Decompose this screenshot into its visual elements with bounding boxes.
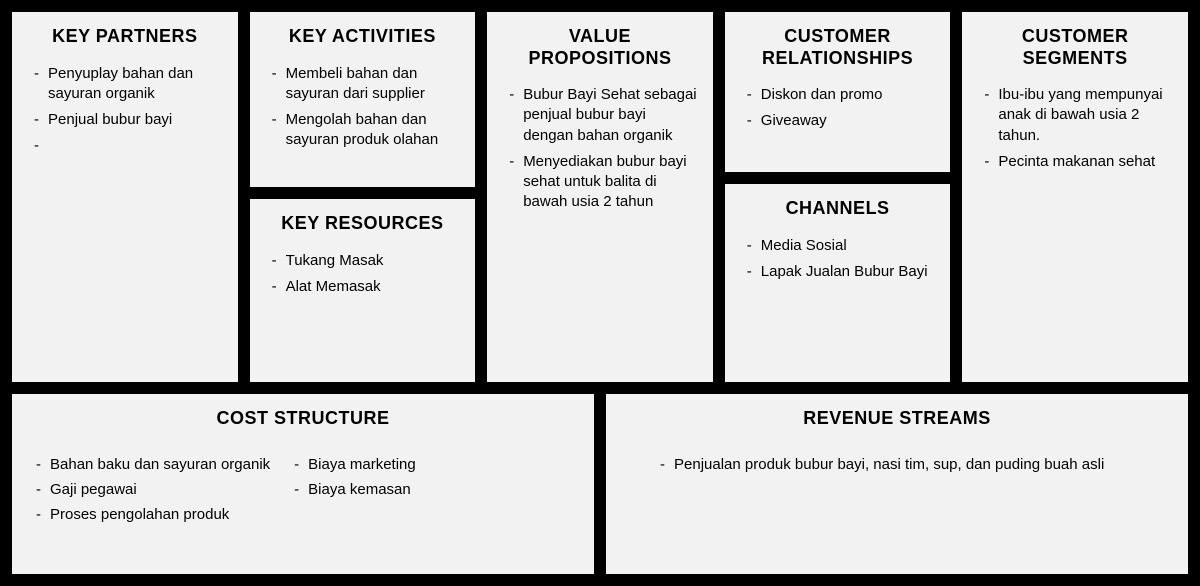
box-key-activities: KEY ACTIVITIES Membeli bahan dan sayuran… xyxy=(250,12,476,187)
col-customer-segments: CUSTOMER SEGMENTS Ibu-ibu yang mempunyai… xyxy=(962,12,1188,382)
list-item: Media Sosial xyxy=(747,236,935,256)
list-item: Bubur Bayi Sehat sebagai penjual bubur b… xyxy=(509,85,697,146)
list-item: Biaya kemasan xyxy=(294,479,416,500)
list-customer-segments: Ibu-ibu yang mempunyai anak di bawah usi… xyxy=(978,85,1172,172)
list-value-propositions: Bubur Bayi Sehat sebagai penjual bubur b… xyxy=(503,85,697,213)
list-item: Membeli bahan dan sayuran dari supplier xyxy=(272,64,460,105)
list-item: Giveaway xyxy=(747,111,935,131)
title-key-resources: KEY RESOURCES xyxy=(266,213,460,235)
title-channels: CHANNELS xyxy=(741,198,935,220)
list-key-activities: Membeli bahan dan sayuran dari supplier … xyxy=(266,64,460,151)
title-customer-relationships: CUSTOMER RELATIONSHIPS xyxy=(741,26,935,69)
col-activities-resources: KEY ACTIVITIES Membeli bahan dan sayuran… xyxy=(250,12,476,382)
list-item: Biaya marketing xyxy=(294,454,416,475)
bmc-canvas: KEY PARTNERS Penyuplay bahan dan sayuran… xyxy=(0,0,1200,586)
box-key-resources: KEY RESOURCES Tukang Masak Alat Memasak xyxy=(250,199,476,382)
box-channels: CHANNELS Media Sosial Lapak Jualan Bubur… xyxy=(725,184,951,382)
title-key-partners: KEY PARTNERS xyxy=(28,26,222,48)
list-item: Menyediakan bubur bayi sehat untuk balit… xyxy=(509,152,697,213)
list-item: Bahan baku dan sayuran organik xyxy=(36,454,270,475)
list-item: Penjual bubur bayi xyxy=(34,110,222,130)
title-value-propositions: VALUE PROPOSITIONS xyxy=(503,26,697,69)
list-revenue-streams: Penjualan produk bubur bayi, nasi tim, s… xyxy=(630,454,1164,479)
col-relationships-channels: CUSTOMER RELATIONSHIPS Diskon dan promo … xyxy=(725,12,951,382)
box-key-partners: KEY PARTNERS Penyuplay bahan dan sayuran… xyxy=(12,12,238,382)
list-item: Diskon dan promo xyxy=(747,85,935,105)
cost-col-1: Bahan baku dan sayuran organik Gaji pega… xyxy=(36,454,270,529)
title-cost-structure: COST STRUCTURE xyxy=(36,408,570,430)
cost-col-2: Biaya marketing Biaya kemasan xyxy=(294,454,416,529)
title-revenue-streams: REVENUE STREAMS xyxy=(630,408,1164,430)
list-item: Penjualan produk bubur bayi, nasi tim, s… xyxy=(660,454,1164,475)
list-customer-relationships: Diskon dan promo Giveaway xyxy=(741,85,935,132)
list-item: Penyuplay bahan dan sayuran organik xyxy=(34,64,222,105)
list-channels: Media Sosial Lapak Jualan Bubur Bayi xyxy=(741,236,935,283)
list-item: Pecinta makanan sehat xyxy=(984,152,1172,172)
cost-columns: Bahan baku dan sayuran organik Gaji pega… xyxy=(36,454,570,529)
box-value-propositions: VALUE PROPOSITIONS Bubur Bayi Sehat seba… xyxy=(487,12,713,382)
box-customer-segments: CUSTOMER SEGMENTS Ibu-ibu yang mempunyai… xyxy=(962,12,1188,382)
col-value-propositions: VALUE PROPOSITIONS Bubur Bayi Sehat seba… xyxy=(487,12,713,382)
list-key-resources: Tukang Masak Alat Memasak xyxy=(266,251,460,298)
title-customer-segments: CUSTOMER SEGMENTS xyxy=(978,26,1172,69)
list-key-partners: Penyuplay bahan dan sayuran organik Penj… xyxy=(28,64,222,131)
list-item: Tukang Masak xyxy=(272,251,460,271)
list-item: Gaji pegawai xyxy=(36,479,270,500)
bmc-top-row: KEY PARTNERS Penyuplay bahan dan sayuran… xyxy=(12,12,1188,382)
list-item: Proses pengolahan produk xyxy=(36,504,270,525)
box-revenue-streams: REVENUE STREAMS Penjualan produk bubur b… xyxy=(606,394,1188,574)
list-item: Ibu-ibu yang mempunyai anak di bawah usi… xyxy=(984,85,1172,146)
list-item: Alat Memasak xyxy=(272,277,460,297)
bmc-bottom-row: COST STRUCTURE Bahan baku dan sayuran or… xyxy=(12,394,1188,574)
list-item: Mengolah bahan dan sayuran produk olahan xyxy=(272,110,460,151)
col-key-partners: KEY PARTNERS Penyuplay bahan dan sayuran… xyxy=(12,12,238,382)
box-cost-structure: COST STRUCTURE Bahan baku dan sayuran or… xyxy=(12,394,594,574)
list-item: Lapak Jualan Bubur Bayi xyxy=(747,262,935,282)
title-key-activities: KEY ACTIVITIES xyxy=(266,26,460,48)
box-customer-relationships: CUSTOMER RELATIONSHIPS Diskon dan promo … xyxy=(725,12,951,172)
